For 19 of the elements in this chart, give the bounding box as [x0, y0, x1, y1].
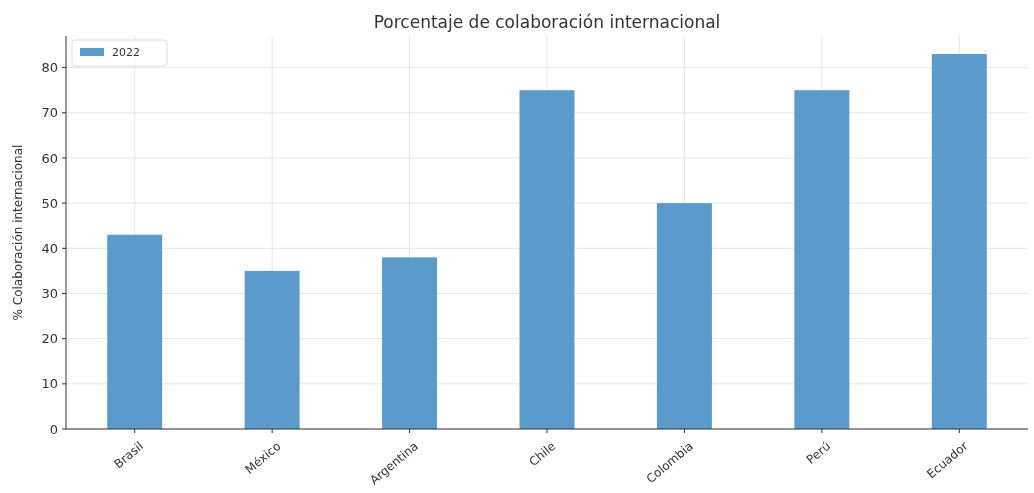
bar: [794, 90, 850, 429]
y-tick-label: 10: [41, 376, 58, 392]
y-tick-label: 70: [41, 105, 58, 121]
y-tick-label: 20: [41, 331, 58, 347]
bar: [382, 257, 438, 429]
chart-title: Porcentaje de colaboración internacional: [373, 12, 721, 32]
y-axis-title: % Colaboración internacional: [11, 144, 25, 321]
bar: [656, 203, 712, 429]
y-tick-label: 80: [41, 60, 58, 76]
y-tick-label: 0: [49, 421, 58, 437]
bar: [107, 234, 163, 429]
bar: [244, 270, 300, 429]
y-tick-label: 30: [41, 286, 58, 302]
bar: [931, 54, 987, 429]
y-tick-label: 40: [41, 240, 58, 256]
y-tick-label: 60: [41, 150, 58, 166]
bar: [519, 90, 575, 429]
legend-label: 2022: [112, 45, 140, 59]
y-tick-label: 50: [41, 195, 58, 211]
